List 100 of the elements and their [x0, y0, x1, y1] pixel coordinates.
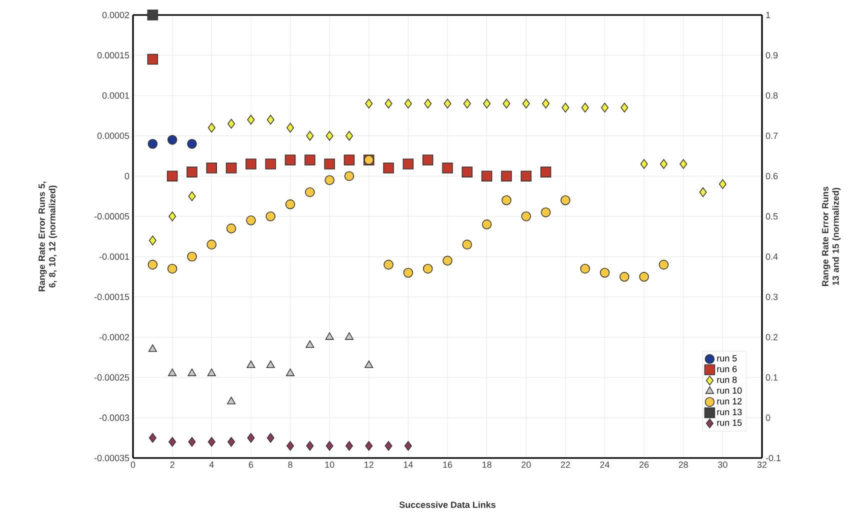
- y-tick-label: -0.00025: [94, 374, 130, 381]
- point: [404, 98, 412, 108]
- point: [620, 272, 630, 282]
- x-tick-label: 14: [404, 462, 413, 468]
- point: [208, 122, 216, 133]
- point: [206, 162, 218, 174]
- point: [600, 268, 610, 278]
- x-tick-label: 4: [209, 462, 214, 468]
- y2-tick-label: 0.4: [766, 253, 778, 260]
- point: [384, 98, 392, 108]
- point: [266, 432, 274, 443]
- point: [187, 252, 197, 262]
- legend-label: run 15: [717, 420, 742, 426]
- point: [540, 207, 551, 218]
- y2-tick-label: 0: [766, 414, 770, 421]
- point: [325, 332, 334, 340]
- point: [699, 187, 707, 198]
- point: [306, 130, 314, 141]
- point: [680, 159, 688, 169]
- y2-tick-label: 0.1: [766, 374, 778, 381]
- x-axis-title: Successive Data Links: [399, 501, 496, 508]
- point: [422, 264, 433, 274]
- x-tick-label: 28: [678, 462, 688, 468]
- point: [424, 98, 432, 108]
- point: [265, 158, 276, 170]
- x-tick-label: 30: [718, 462, 728, 468]
- point: [658, 260, 669, 270]
- point: [442, 162, 453, 174]
- point: [501, 170, 512, 182]
- point: [403, 268, 414, 278]
- point: [365, 441, 373, 451]
- point: [482, 220, 492, 230]
- point: [226, 162, 237, 174]
- y2-tick-label: -0.1: [766, 454, 781, 462]
- y-tick-label: -0.0001: [99, 253, 130, 260]
- point: [246, 158, 256, 170]
- point: [324, 158, 335, 170]
- x-tick-label: 8: [288, 462, 292, 468]
- legend-label: run 12: [717, 398, 742, 404]
- point: [542, 98, 550, 108]
- point: [305, 187, 315, 198]
- x-tick-label: 18: [482, 462, 492, 468]
- point: [345, 130, 353, 141]
- y-tick-label: 0.00015: [97, 52, 130, 58]
- point: [345, 441, 353, 451]
- point: [404, 441, 412, 451]
- point: [502, 98, 510, 108]
- y2-tick-label: 0.6: [766, 172, 778, 180]
- point: [168, 437, 176, 447]
- x-tick-label: 22: [560, 462, 570, 468]
- point: [147, 54, 158, 65]
- point: [462, 240, 472, 250]
- point: [147, 10, 158, 20]
- point: [639, 272, 649, 282]
- point: [247, 114, 255, 125]
- point: [502, 195, 512, 206]
- y-tick-label: -0.0003: [99, 414, 130, 421]
- point: [206, 240, 217, 250]
- point: [166, 170, 178, 182]
- point: [384, 441, 392, 451]
- point: [560, 195, 570, 206]
- point: [246, 360, 256, 368]
- y2-tick-label: 0.9: [766, 52, 778, 58]
- x-tick-label: 20: [522, 462, 531, 468]
- point: [326, 441, 334, 451]
- y-tick-label: -0.00035: [94, 454, 130, 462]
- point: [226, 224, 236, 234]
- legend-label: run 5: [717, 355, 737, 362]
- point: [167, 264, 178, 274]
- point: [522, 98, 530, 108]
- x-tick-label: 26: [640, 462, 649, 468]
- point: [266, 211, 276, 222]
- point: [640, 159, 648, 169]
- point: [266, 114, 274, 125]
- point: [148, 344, 157, 352]
- y-tick-label: 0.0001: [102, 92, 130, 99]
- y-tick-label: 0: [124, 172, 130, 180]
- y2-tick-label: 0.5: [766, 213, 778, 220]
- legend-label: run 13: [717, 408, 742, 416]
- point: [208, 437, 216, 447]
- legend-label: run 8: [717, 376, 737, 383]
- point: [442, 256, 452, 266]
- legend-label: run 10: [717, 387, 742, 394]
- point: [285, 199, 296, 210]
- y-tick-label: 0.0002: [102, 12, 130, 18]
- point: [186, 166, 198, 178]
- point: [148, 260, 158, 270]
- y2-tick-label: 0.8: [766, 92, 778, 99]
- point: [483, 98, 491, 108]
- point: [207, 368, 216, 376]
- point: [444, 98, 452, 108]
- point: [148, 432, 156, 443]
- y-axis-title: Range Rate Error Runs 5, 6, 8, 10, 12 (normalized): [38, 182, 58, 292]
- y2-axis-title: Range Rate Error Runs 13 and 15 (normalized): [822, 186, 841, 286]
- x-tick-label: 12: [364, 462, 374, 468]
- point: [228, 118, 236, 129]
- point: [462, 166, 473, 178]
- y-tick-label: -0.0002: [99, 334, 130, 340]
- point: [384, 260, 394, 270]
- point: [324, 175, 334, 185]
